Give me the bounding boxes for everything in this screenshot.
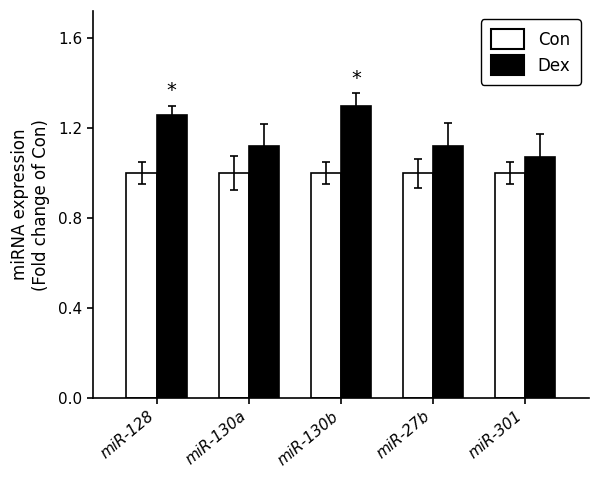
Legend: Con, Dex: Con, Dex — [481, 20, 581, 85]
Bar — [249, 146, 279, 399]
Bar — [218, 173, 249, 399]
Text: *: * — [351, 68, 361, 88]
Bar — [157, 114, 187, 399]
Bar — [495, 173, 525, 399]
Bar — [127, 173, 157, 399]
Bar — [403, 173, 433, 399]
Bar — [311, 173, 341, 399]
Text: *: * — [167, 81, 176, 100]
Bar — [341, 106, 371, 399]
Y-axis label: miRNA expression
(Fold change of Con): miRNA expression (Fold change of Con) — [11, 119, 50, 291]
Bar — [433, 146, 463, 399]
Bar — [525, 158, 556, 399]
